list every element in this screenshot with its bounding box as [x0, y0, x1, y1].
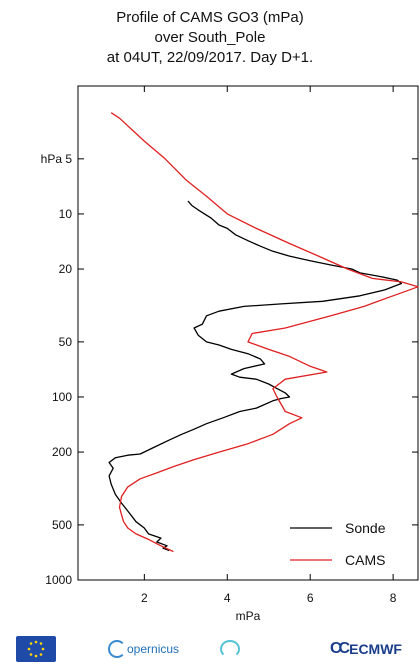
footer-logos: opernicus CC ECMWF — [0, 634, 420, 665]
copernicus-logo-text: opernicus — [127, 642, 180, 656]
y-tick-label: hPa 5 — [41, 152, 73, 166]
ozone-profile-chart: 2 4 6 8 hPa 5 10 20 50 100 200 500 1000 mPa Sonde … — [41, 85, 419, 623]
chart-title-line-2: over South_Pole — [154, 29, 266, 46]
chart-title-line-1: Profile of CAMS GO3 (mPa) — [116, 9, 304, 26]
chart-title: Profile of CAMS GO3 (mPa) over South_Pol… — [0, 8, 420, 68]
chart-title-line-3: at 04UT, 22/09/2017. Day D+1. — [106, 49, 314, 66]
y-tick-label: 50 — [59, 335, 73, 349]
cams-logo — [220, 636, 240, 662]
y-tick-label: 1000 — [45, 573, 72, 587]
x-tick-label: 2 — [141, 591, 148, 605]
series-layer — [108, 112, 419, 553]
x-tick-label: 6 — [307, 591, 314, 605]
series-line-sonde — [108, 200, 403, 552]
legend: Sonde CAMS — [290, 520, 386, 568]
x-tick-label: 4 — [224, 591, 231, 605]
ecmwf-mark-icon: CC — [330, 640, 350, 657]
ecmwf-logo: CC ECMWF — [330, 636, 402, 662]
x-tick-label: 8 — [390, 591, 397, 605]
x-axis: 2 4 6 8 — [141, 86, 397, 605]
y-tick-label: 20 — [59, 262, 73, 276]
copernicus-ring-icon — [108, 640, 126, 658]
copernicus-logo: opernicus — [108, 636, 179, 662]
legend-label-cams: CAMS — [345, 552, 385, 568]
eu-stars-icon — [27, 640, 45, 658]
y-tick-label: 10 — [59, 207, 73, 221]
y-tick-label: 200 — [52, 445, 72, 459]
ecmwf-logo-text: ECMWF — [349, 641, 402, 657]
cams-wave-icon — [220, 640, 240, 658]
x-axis-label: mPa — [236, 609, 261, 623]
eu-flag-logo — [16, 636, 56, 662]
y-tick-label: 100 — [52, 390, 72, 404]
series-line-cams — [110, 112, 419, 553]
plot-frame — [77, 85, 419, 581]
y-tick-label: 500 — [52, 518, 72, 532]
y-axis: hPa 5 10 20 50 100 200 500 1000 — [41, 152, 418, 587]
legend-label-sonde: Sonde — [345, 520, 386, 536]
